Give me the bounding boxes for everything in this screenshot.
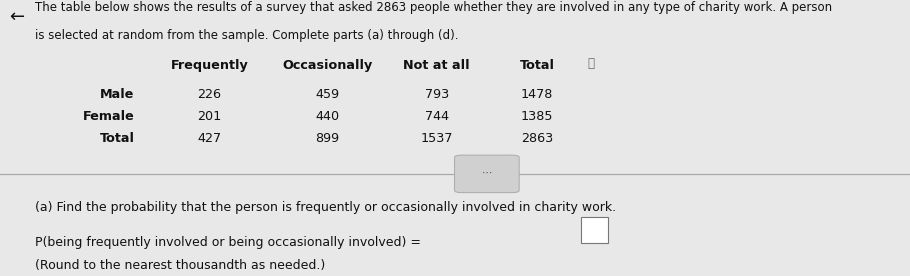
Text: Frequently: Frequently	[170, 59, 248, 72]
Text: Male: Male	[100, 88, 135, 101]
Text: ⋯: ⋯	[481, 168, 492, 178]
Text: (Round to the nearest thousandth as needed.): (Round to the nearest thousandth as need…	[35, 259, 325, 272]
Text: 1385: 1385	[521, 110, 553, 123]
Text: The table below shows the results of a survey that asked 2863 people whether the: The table below shows the results of a s…	[35, 1, 832, 14]
Text: 201: 201	[197, 110, 221, 123]
Text: Not at all: Not at all	[403, 59, 470, 72]
Text: Occasionally: Occasionally	[282, 59, 373, 72]
Text: is selected at random from the sample. Complete parts (a) through (d).: is selected at random from the sample. C…	[35, 29, 458, 42]
Text: (a) Find the probability that the person is frequently or occasionally involved : (a) Find the probability that the person…	[35, 201, 616, 214]
Text: ⎘: ⎘	[587, 57, 594, 70]
Text: 226: 226	[197, 88, 221, 101]
Text: P(being frequently involved or being occasionally involved) =: P(being frequently involved or being occ…	[35, 236, 420, 249]
Text: 2863: 2863	[521, 132, 553, 145]
Text: 793: 793	[425, 88, 449, 101]
Text: 440: 440	[316, 110, 339, 123]
Text: 899: 899	[316, 132, 339, 145]
Text: 1537: 1537	[420, 132, 453, 145]
Text: 459: 459	[316, 88, 339, 101]
Text: Total: Total	[520, 59, 554, 72]
Text: 427: 427	[197, 132, 221, 145]
Text: Female: Female	[83, 110, 135, 123]
FancyBboxPatch shape	[455, 155, 519, 193]
Text: ←: ←	[9, 8, 25, 26]
Text: Total: Total	[100, 132, 135, 145]
FancyBboxPatch shape	[581, 217, 608, 243]
Text: 1478: 1478	[521, 88, 553, 101]
Text: 744: 744	[425, 110, 449, 123]
